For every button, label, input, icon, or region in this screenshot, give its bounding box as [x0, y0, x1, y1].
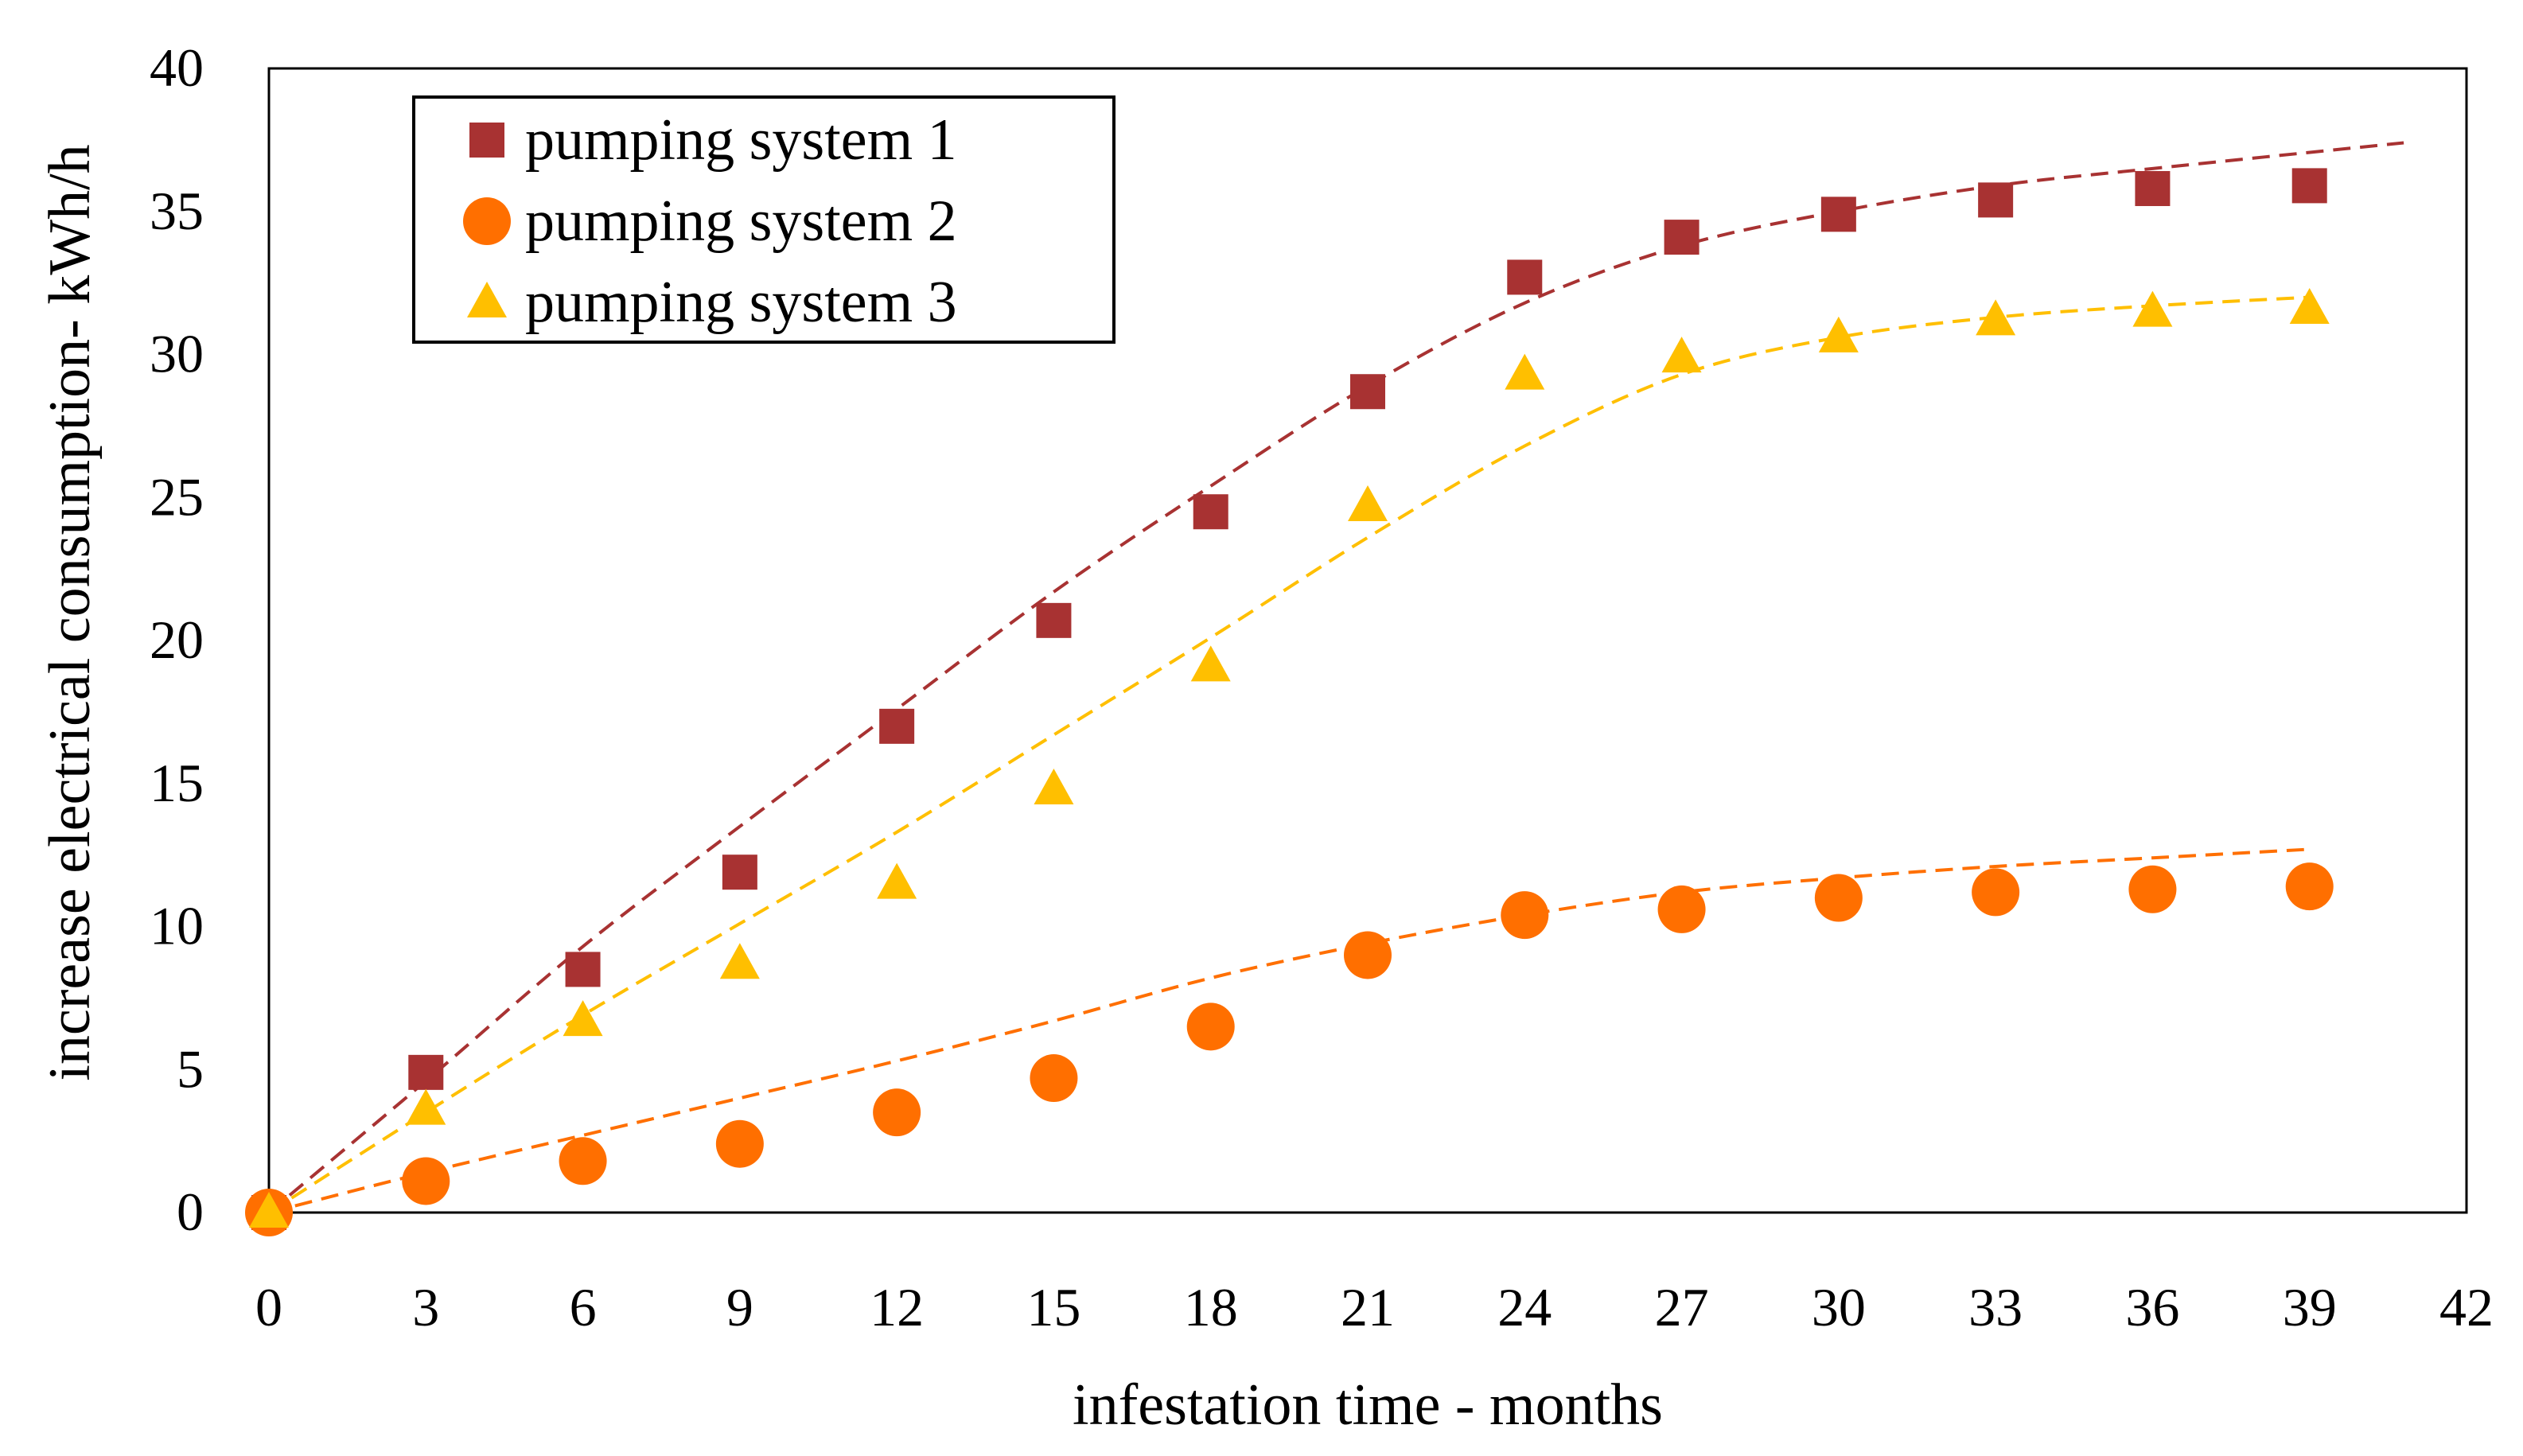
legend-label-series-2: pumping system 2 [525, 189, 957, 254]
data-point-series-1 [1978, 182, 2014, 218]
y-tick-label: 5 [177, 1038, 204, 1099]
x-tick-label: 12 [870, 1277, 924, 1337]
x-tick-label: 27 [1655, 1277, 1709, 1337]
legend-marker-series-2 [463, 197, 511, 245]
data-point-series-1 [879, 708, 915, 744]
data-point-series-2 [1501, 891, 1549, 940]
x-tick-label: 18 [1184, 1277, 1238, 1337]
x-tick-label: 3 [412, 1277, 439, 1337]
x-tick-label: 15 [1026, 1277, 1080, 1337]
legend-marker-series-1 [469, 123, 504, 158]
x-axis-ticks: 0 3 6 9 12 15 18 21 24 27 30 33 36 39 42 [255, 1277, 2494, 1337]
data-point-series-2 [1657, 885, 1706, 933]
data-point-series-1 [722, 855, 757, 890]
y-axis-ticks: 0 5 10 15 20 25 30 35 40 [150, 37, 204, 1242]
x-tick-label: 36 [2125, 1277, 2179, 1337]
data-point-series-3 [1348, 485, 1388, 522]
data-point-series-2 [1814, 874, 1863, 922]
data-point-series-2 [2285, 862, 2334, 911]
data-point-series-3 [877, 862, 917, 899]
y-tick-label: 30 [150, 324, 204, 384]
data-point-series-3 [249, 1192, 289, 1228]
x-tick-label: 0 [255, 1277, 282, 1337]
y-tick-label: 15 [150, 753, 204, 813]
y-tick-label: 20 [150, 609, 204, 670]
data-point-series-1 [1820, 197, 1856, 232]
data-markers [245, 168, 2334, 1236]
data-point-series-3 [1190, 645, 1231, 682]
data-point-series-1 [1193, 494, 1228, 530]
x-tick-label: 33 [1968, 1277, 2023, 1337]
data-point-series-1 [1664, 220, 1700, 255]
data-point-series-2 [2128, 865, 2177, 913]
data-point-series-3 [563, 1000, 603, 1037]
data-point-series-3 [1661, 337, 1702, 373]
legend-label-series-3: pumping system 3 [525, 270, 957, 335]
x-axis-title: infestation time - months [1073, 1372, 1663, 1438]
x-tick-label: 39 [2283, 1277, 2337, 1337]
data-point-series-1 [1036, 602, 1072, 638]
data-point-series-2 [402, 1157, 450, 1205]
legend-label-series-1: pumping system 1 [525, 107, 957, 173]
x-tick-label: 42 [2439, 1277, 2494, 1337]
x-tick-label: 24 [1497, 1277, 1552, 1337]
data-point-series-1 [1507, 259, 1543, 295]
y-tick-label: 0 [177, 1182, 204, 1242]
data-point-series-1 [1350, 374, 1385, 410]
trendline-series-3 [267, 295, 2310, 1214]
data-point-series-1 [565, 952, 601, 987]
data-point-series-2 [873, 1088, 921, 1137]
data-point-series-1 [408, 1054, 444, 1090]
y-tick-label: 35 [150, 181, 204, 241]
data-point-series-3 [406, 1088, 446, 1125]
legend: pumping system 1 pumping system 2 pumping … [412, 95, 1115, 344]
data-point-series-3 [1818, 316, 1859, 352]
data-point-series-3 [1034, 768, 1074, 804]
data-point-series-3 [1976, 299, 2016, 336]
data-point-series-3 [1505, 353, 1545, 390]
y-axis-title: increase electrical consumption- kWh/h [37, 144, 103, 1080]
data-point-series-3 [719, 943, 760, 979]
trendline-series-2 [268, 847, 2310, 1214]
data-point-series-1 [2135, 170, 2171, 206]
data-point-series-1 [2291, 168, 2327, 204]
legend-marker-series-3 [467, 282, 507, 317]
x-tick-label: 6 [570, 1277, 597, 1337]
y-tick-label: 40 [150, 37, 204, 98]
data-point-series-3 [2132, 290, 2173, 327]
data-point-series-2 [1186, 1002, 1235, 1051]
x-tick-label: 21 [1341, 1277, 1395, 1337]
y-tick-label: 10 [150, 896, 204, 956]
data-point-series-2 [715, 1119, 764, 1168]
data-point-series-2 [1030, 1054, 1078, 1103]
data-point-series-2 [1344, 931, 1392, 979]
data-point-series-2 [1972, 868, 2020, 917]
data-point-series-3 [2289, 287, 2330, 324]
x-tick-label: 9 [726, 1277, 753, 1337]
legend-box [412, 95, 1115, 344]
data-point-series-2 [559, 1137, 607, 1185]
y-tick-label: 25 [150, 466, 204, 527]
x-tick-label: 30 [1812, 1277, 1866, 1337]
